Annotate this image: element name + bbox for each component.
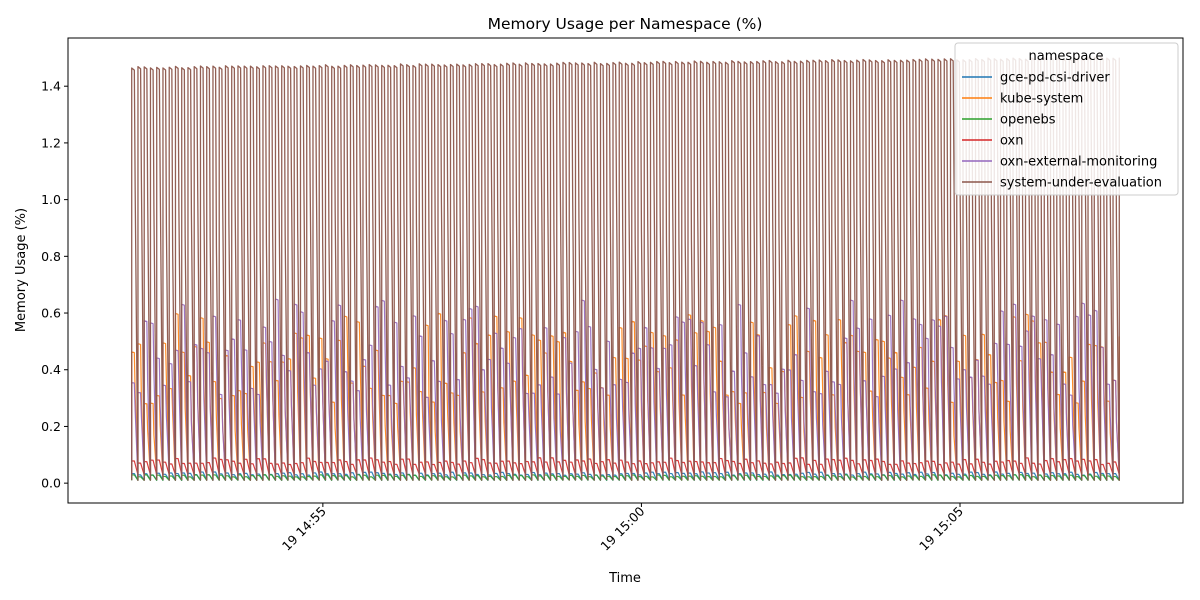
legend-label: gce-pd-csi-driver <box>1000 71 1110 86</box>
x-axis-label: Time <box>608 571 641 586</box>
legend-label: kube-system <box>1000 92 1083 107</box>
chart-title: Memory Usage per Namespace (%) <box>488 15 763 33</box>
legend-item: oxn <box>962 134 1024 149</box>
legend-label: system-under-evaluation <box>1000 176 1162 191</box>
y-tick-label: 0.8 <box>41 249 61 264</box>
y-axis-label: Memory Usage (%) <box>14 208 29 332</box>
plot-frame <box>67 37 1184 504</box>
legend-title: namespace <box>1028 49 1103 64</box>
legend-box <box>954 42 1179 196</box>
y-tick-label: 1.2 <box>41 135 61 150</box>
y-tick-label: 0.6 <box>41 306 61 321</box>
legend-label: openebs <box>1000 113 1056 128</box>
legend-item: gce-pd-csi-driver <box>962 71 1110 86</box>
y-tick-label: 1.0 <box>41 192 61 207</box>
legend-item: kube-system <box>962 92 1083 107</box>
y-tick-label: 0.0 <box>41 476 61 491</box>
y-tick-label: 1.4 <box>41 79 61 94</box>
legend-item: oxn-external-monitoring <box>962 155 1157 170</box>
legend-item: openebs <box>962 113 1056 128</box>
legend: namespace gce-pd-csi-driver kube-system op… <box>954 42 1179 196</box>
y-axis: 0.0 0.2 0.4 0.6 0.8 1.0 1.2 1.4 <box>41 79 68 491</box>
legend-label: oxn-external-monitoring <box>1000 155 1157 170</box>
y-tick-label: 0.2 <box>41 419 61 434</box>
series-line-oxn-external-monitoring <box>131 298 1120 479</box>
legend-label: oxn <box>1000 134 1024 149</box>
y-tick-label: 0.4 <box>41 362 61 377</box>
legend-item: system-under-evaluation <box>962 176 1162 191</box>
